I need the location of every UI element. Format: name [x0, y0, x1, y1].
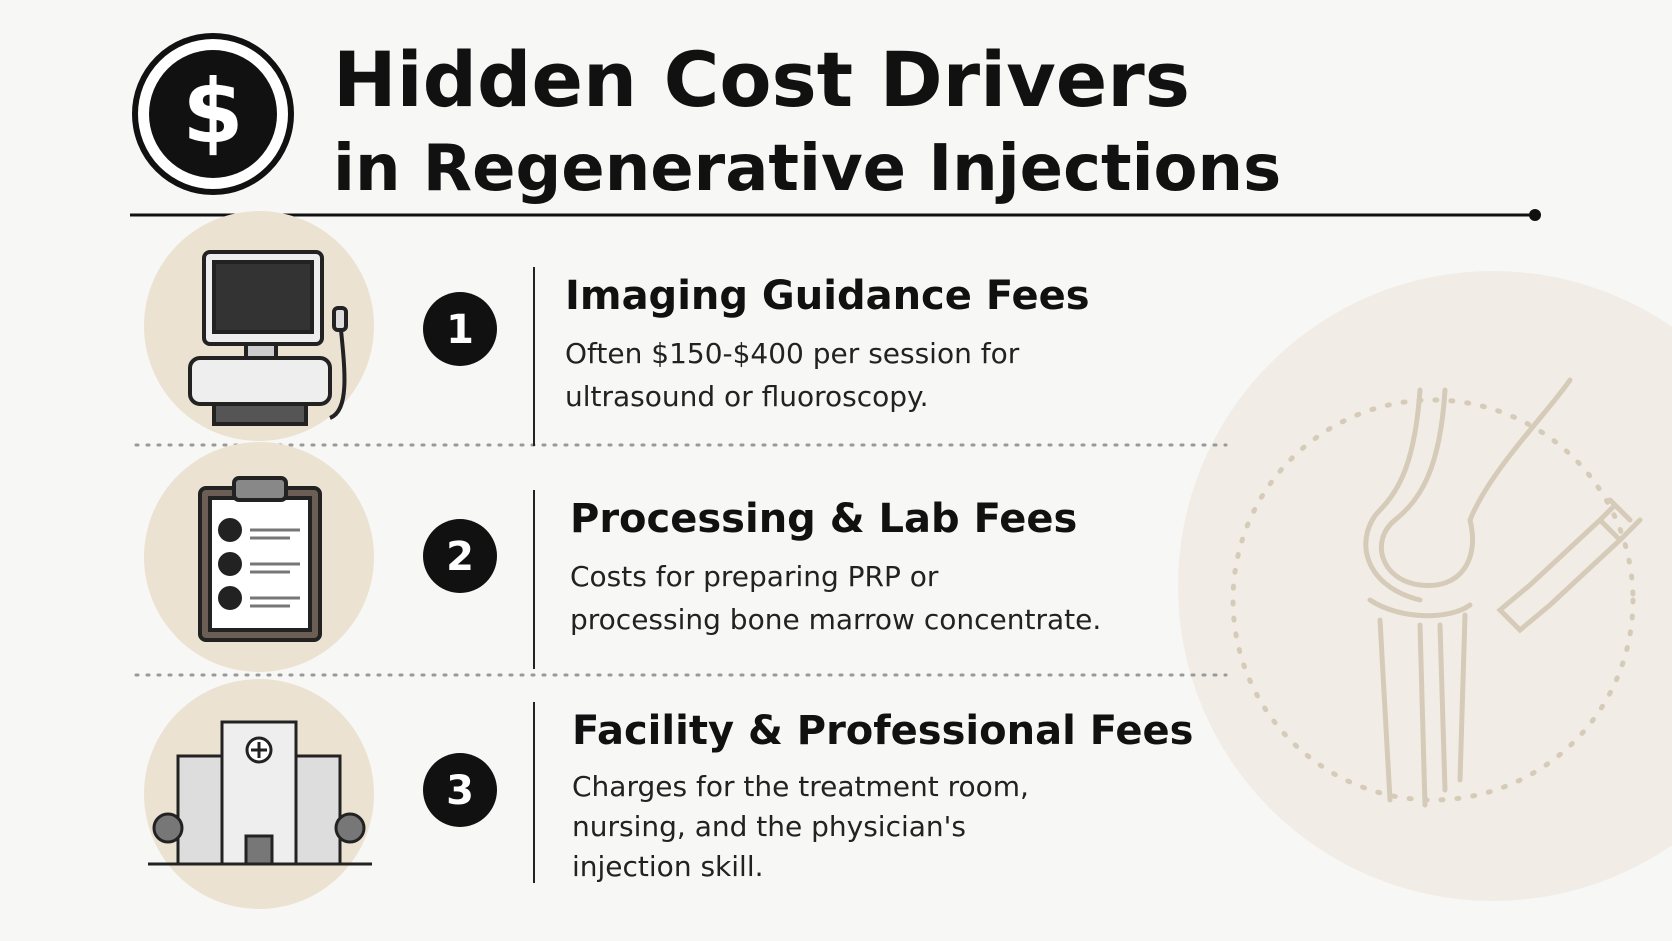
item-title: Imaging Guidance Fees — [565, 273, 1090, 319]
dollar-icon: $ — [182, 60, 243, 163]
item-description: processing bone marrow concentrate. — [570, 603, 1101, 636]
title-line: Hidden Cost Drivers — [333, 35, 1190, 124]
number-badge — [423, 519, 497, 593]
clipboard-icon — [198, 476, 322, 642]
number-badge — [423, 292, 497, 366]
title-line: in Regenerative Injections — [333, 132, 1281, 206]
item-title: Facility & Professional Fees — [572, 708, 1193, 754]
knee-illustration — [1230, 377, 1643, 808]
hospital-icon — [148, 720, 372, 866]
item-description: Charges for the treatment room, — [572, 770, 1029, 803]
item-description: Often $150-$400 per session for — [565, 337, 1020, 370]
ultrasound-icon — [188, 250, 348, 426]
item-description: Costs for preparing PRP or — [570, 560, 939, 593]
number-badge — [423, 753, 497, 827]
item-number: 3 — [446, 768, 474, 814]
item-title: Processing & Lab Fees — [570, 496, 1077, 542]
item-description: nursing, and the physician's — [572, 810, 966, 843]
item-description: injection skill. — [572, 850, 764, 883]
icon-disc — [149, 50, 277, 178]
rule-dot — [1529, 209, 1541, 221]
item-number: 1 — [446, 307, 474, 353]
item-description: ultrasound or fluoroscopy. — [565, 380, 929, 413]
item-number: 2 — [446, 534, 474, 580]
